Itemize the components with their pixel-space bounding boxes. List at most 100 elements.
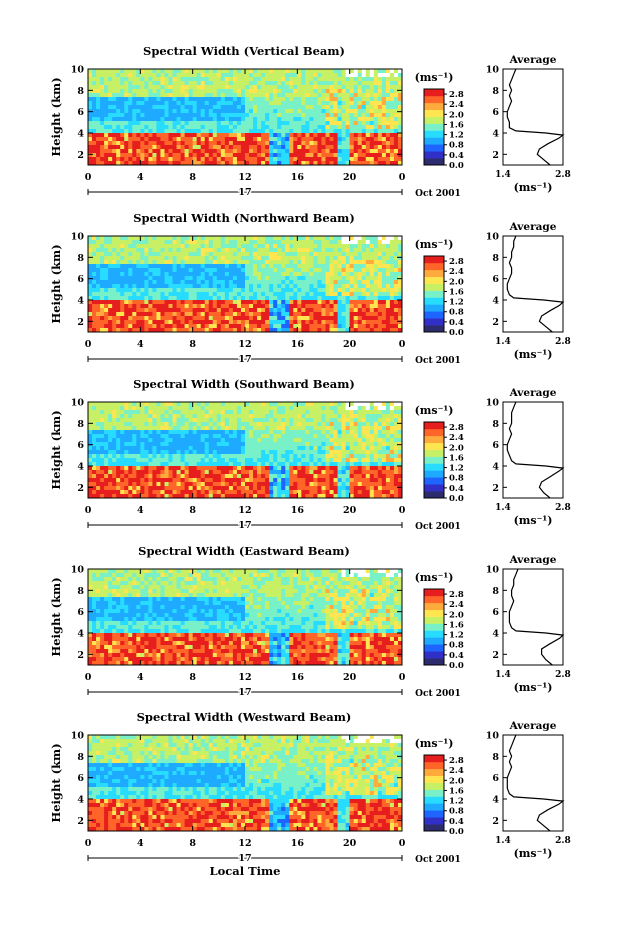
heatmap-cell [273,300,278,305]
heatmap-cell [224,406,230,411]
heatmap-cell [232,438,238,443]
heatmap-cell [305,288,310,293]
heatmap-cell [257,117,262,122]
heatmap-cell [377,117,383,122]
heatmap-cell [253,161,258,166]
heatmap-cell [136,97,141,102]
heatmap-cell [337,240,343,245]
heatmap-cell [208,438,214,443]
heatmap-cell [341,260,347,265]
heatmap-cell [116,328,121,333]
heatmap-cell [188,296,194,301]
heatmap-cell [180,256,186,261]
heatmap-cell [257,470,262,475]
heatmap-cell [329,85,334,90]
heatmap-cell [156,328,161,333]
heatmap-cell [232,260,238,265]
heatmap-cell [96,260,101,265]
heatmap-cell [273,117,278,122]
heatmap-cell [325,157,330,162]
heatmap-cell [369,292,375,297]
heatmap-cell [357,328,363,333]
heatmap-cell [100,304,105,309]
heatmap-cell [196,438,202,443]
heatmap-cell [188,442,194,447]
heatmap-cell [192,446,198,451]
heatmap-cell [285,236,290,241]
y-axis-label: Height (km) [49,410,63,489]
heatmap-cell [208,450,214,455]
heatmap-cell [397,308,403,313]
heatmap-cell [184,81,190,86]
heatmap-cell [393,113,399,118]
heatmap-cell [116,69,121,74]
heatmap-cell [265,402,270,407]
heatmap-cell [257,77,262,82]
heatmap-cell [240,69,246,74]
heatmap-cell [120,462,125,467]
heatmap-cell [180,466,186,471]
heatmap-cell [393,296,399,301]
heatmap-cell [265,157,270,162]
heatmap-cell [257,81,262,86]
heatmap-cell [393,137,399,142]
heatmap-cell [321,272,326,277]
heatmap-cell [180,328,186,333]
heatmap-cell [253,149,258,154]
heatmap-cell [224,288,230,293]
heatmap-cell [160,402,165,407]
heatmap-cell [200,316,206,321]
heatmap-cell [293,300,298,305]
heatmap-cell [160,486,165,491]
heatmap-cell [353,125,359,130]
heatmap-cell [285,157,290,162]
heatmap-cell [156,268,161,273]
heatmap-cell [361,157,367,162]
heatmap-cell [317,300,322,305]
heatmap-cell [313,81,318,86]
heatmap-cell [172,442,177,447]
heatmap-cell [245,474,250,479]
heatmap-cell [148,97,153,102]
heatmap-cell [321,316,326,321]
heatmap-cell [232,73,238,78]
heatmap-cell [192,308,198,313]
heatmap-cell [168,410,173,415]
heatmap-cell [353,81,359,86]
heatmap-cell [301,324,306,329]
heatmap-cell [365,77,371,82]
heatmap-cell [148,418,153,423]
heatmap-cell [192,292,198,297]
heatmap-cell [216,81,222,86]
heatmap-cell [236,93,242,98]
heatmap-cell [389,149,395,154]
heatmap-cell [236,490,242,495]
heatmap-cell [196,494,202,499]
heatmap-cell [124,125,129,130]
heatmap-cell [88,458,93,463]
heatmap-cell [337,300,343,305]
heatmap-cell [245,486,250,491]
heatmap-cell [184,410,190,415]
heatmap-cell [160,276,165,281]
heatmap-cell [140,296,145,301]
heatmap-cell [192,117,198,122]
heatmap-cell [104,284,109,289]
heatmap-cell [313,256,318,261]
heatmap-cell [325,121,330,126]
heatmap-cell [293,153,298,158]
heatmap-cell [249,438,254,443]
heatmap-cell [377,276,383,281]
heatmap-cell [100,494,105,499]
heatmap-cell [385,236,391,241]
heatmap-cell [196,410,202,415]
heatmap-cell [160,69,165,74]
heatmap-cell [281,145,286,150]
heatmap-cell [273,320,278,325]
heatmap-cell [393,121,399,126]
heatmap-cell [309,89,314,94]
heatmap-cell [88,73,93,78]
heatmap-cell [245,410,250,415]
heatmap-cell [108,260,113,265]
heatmap-cell [261,320,266,325]
